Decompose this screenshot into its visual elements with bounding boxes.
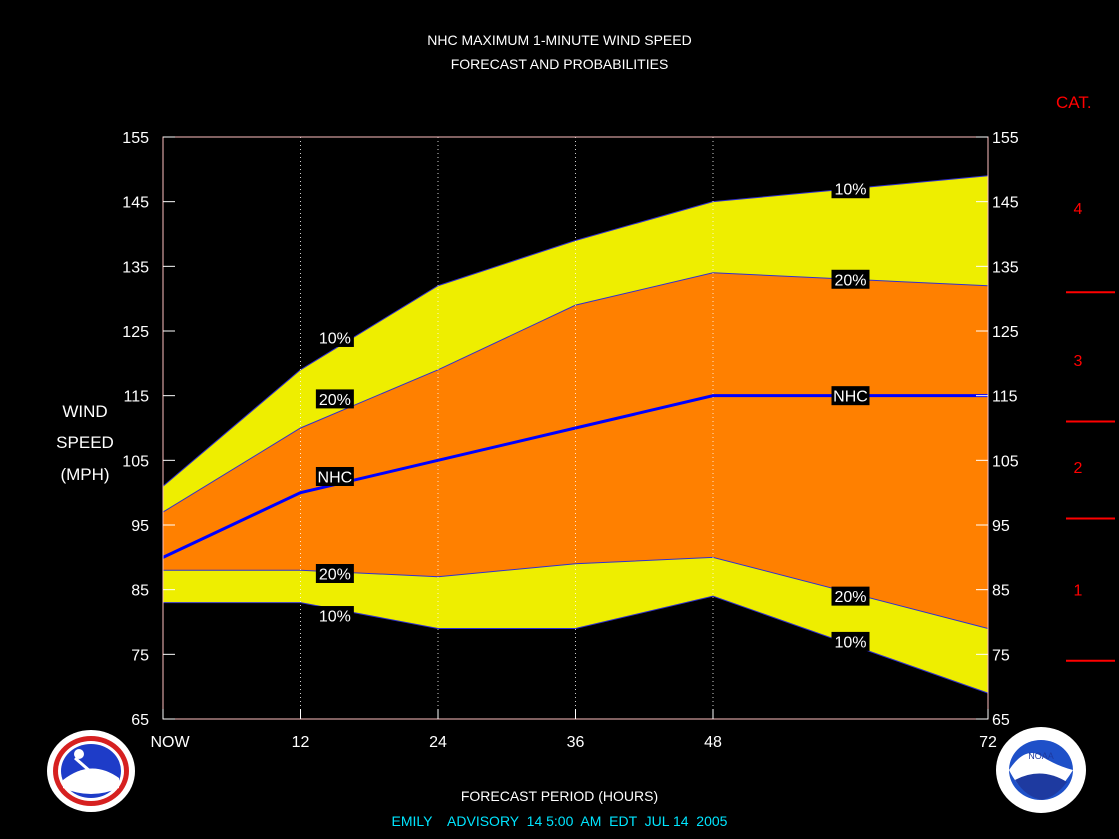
- annotation-box-6: [831, 269, 870, 289]
- nhc-forecast-line: [162, 394, 988, 559]
- x-tick-label-72: 72: [979, 734, 997, 751]
- y-tick-label-right-115: 115: [992, 389, 1018, 406]
- noaa-logo: NOAA: [996, 727, 1086, 813]
- annotation-label-6: 20%: [834, 272, 866, 289]
- annotation-box-3: [315, 564, 354, 583]
- x-tick-label-48: 48: [704, 734, 722, 751]
- y-tick-label-left-135: 135: [122, 259, 149, 276]
- chart-title-line1: NHC MAXIMUM 1-MINUTE WIND SPEED: [427, 32, 692, 48]
- y-tick-label-right-135: 135: [992, 259, 1019, 276]
- annotation-box-4: [315, 606, 354, 626]
- y-tick-label-left-95: 95: [131, 518, 149, 535]
- y-tick-label-right-65: 65: [992, 712, 1010, 729]
- x-tick-label-36: 36: [567, 734, 585, 751]
- y-tick-label-right-105: 105: [992, 453, 1019, 470]
- advisory-text: EMILY ADVISORY 14 5:00 AM EDT JUL 14 200…: [391, 813, 728, 829]
- nws-weather-service-logo: [47, 730, 135, 812]
- annotation-label-4: 10%: [319, 609, 351, 626]
- y-tick-label-left-115: 115: [123, 389, 149, 406]
- y-tick-label-right-145: 145: [992, 195, 1019, 212]
- y-tick-label-right-95: 95: [992, 518, 1010, 535]
- annotation-label-1: 20%: [319, 392, 351, 409]
- band-20-percent: [163, 272, 988, 629]
- y-tick-label-left-105: 105: [122, 453, 149, 470]
- annotation-label-3: 20%: [319, 567, 351, 584]
- y-tick-label-left-155: 155: [122, 130, 149, 147]
- series-line-upper-10: [162, 175, 989, 487]
- annotation-label-9: 10%: [834, 634, 866, 651]
- y-axis-label-wind: WIND: [62, 402, 108, 421]
- x-tick-label-now: NOW: [150, 734, 190, 751]
- y-tick-label-left-85: 85: [131, 583, 149, 600]
- y-tick-label-left-125: 125: [122, 324, 149, 341]
- y-tick-label-left-145: 145: [122, 195, 149, 212]
- y-tick-label-right-85: 85: [992, 583, 1010, 600]
- y-axis-label-mph: (MPH): [60, 465, 110, 484]
- annotation-box-8: [831, 586, 870, 606]
- annotation-label-7: NHC: [833, 389, 868, 406]
- series-line-upper-20: [162, 272, 989, 513]
- y-tick-label-right-75: 75: [992, 647, 1010, 664]
- x-axis-title: FORECAST PERIOD (HOURS): [460, 788, 659, 804]
- category-label-3: 3: [1074, 353, 1083, 370]
- y-tick-label-left-65: 65: [131, 712, 149, 729]
- category-label-1: 1: [1074, 583, 1083, 600]
- annotation-label-8: 20%: [834, 589, 866, 606]
- series-line-lower-20: [163, 556, 989, 629]
- y-tick-label-left-75: 75: [131, 647, 149, 664]
- svg-text:NOAA: NOAA: [1028, 751, 1054, 761]
- category-header: CAT.: [1056, 93, 1092, 112]
- y-axis-label-speed: SPEED: [56, 433, 114, 452]
- annotation-box-1: [315, 389, 354, 409]
- x-tick-label-24: 24: [429, 734, 447, 751]
- chart-title-line2: FORECAST AND PROBABILITIES: [450, 56, 669, 72]
- annotation-label-5: 10%: [834, 182, 866, 199]
- annotation-box-2: [315, 467, 354, 486]
- annotation-box-7: [831, 386, 870, 406]
- y-tick-label-right-125: 125: [992, 324, 1019, 341]
- annotation-label-0: 10%: [319, 330, 351, 347]
- annotation-label-2: NHC: [318, 470, 353, 487]
- category-label-2: 2: [1074, 460, 1083, 477]
- annotation-box-9: [831, 631, 870, 651]
- series-line-lower-10: [163, 595, 989, 694]
- x-tick-label-12: 12: [292, 734, 310, 751]
- annotation-box-5: [831, 179, 870, 199]
- category-label-4: 4: [1074, 201, 1083, 218]
- annotation-box-0: [315, 327, 354, 347]
- y-tick-label-right-155: 155: [992, 130, 1019, 147]
